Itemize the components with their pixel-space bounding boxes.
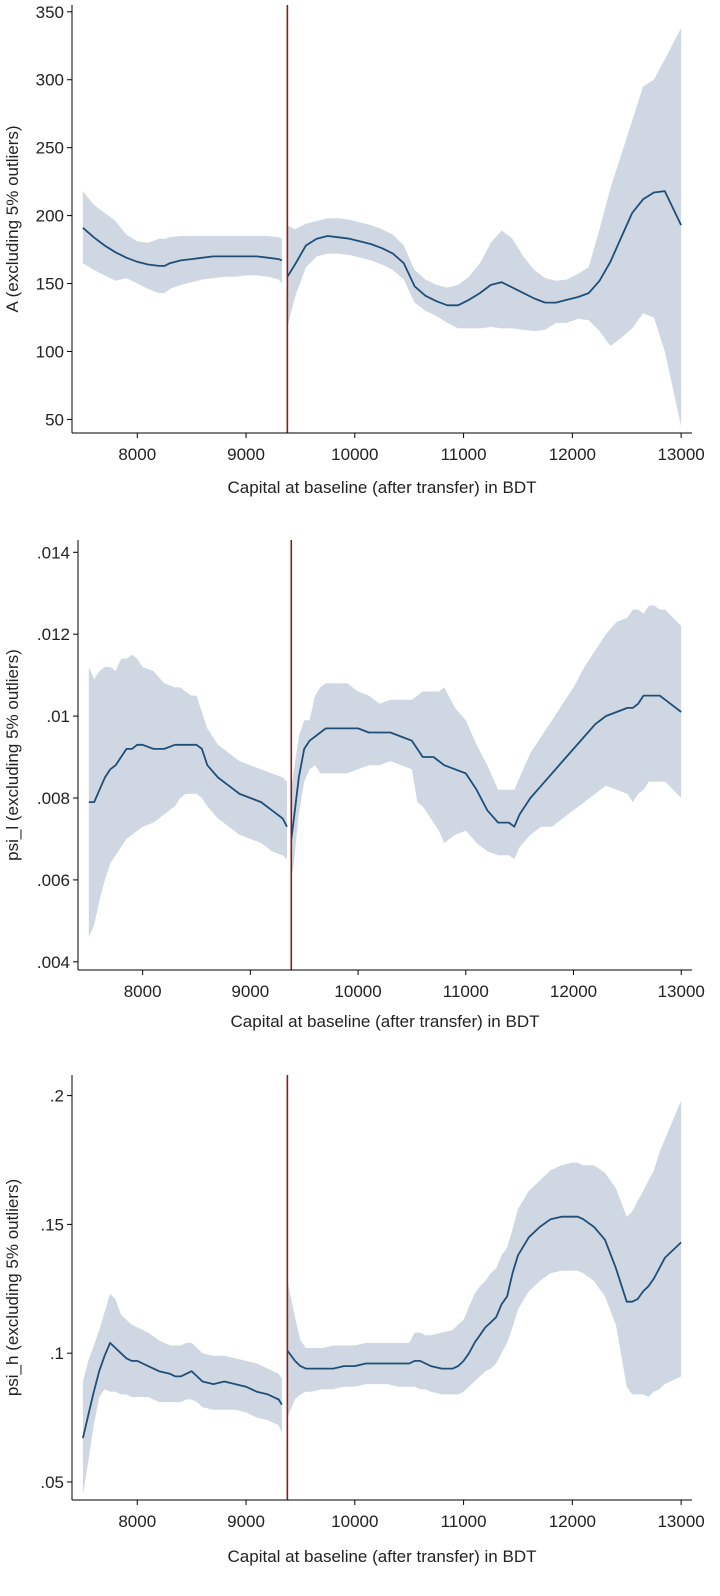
fitted-line-segment-1 — [88, 743, 288, 828]
x-tick-label: 11000 — [441, 445, 487, 464]
x-tick-label: 11000 — [443, 982, 489, 1001]
confidence-band-segment-2 — [287, 1100, 682, 1418]
x-tick-label: 12000 — [549, 1512, 596, 1531]
y-tick-label: .014 — [37, 543, 70, 562]
x-tick-label: 10000 — [334, 982, 381, 1001]
y-tick-label: 100 — [36, 342, 64, 361]
x-tick-label: 9000 — [227, 1512, 265, 1531]
y-tick-label: .004 — [37, 953, 70, 972]
y-tick-label: 350 — [36, 3, 64, 22]
x-tick-label: 13000 — [657, 1512, 704, 1531]
y-axis-label: psi_l (excluding 5% outliers) — [3, 649, 22, 861]
y-tick-label: .012 — [37, 625, 70, 644]
x-axis-label: Capital at baseline (after transfer) in … — [228, 478, 537, 497]
x-tick-labels: 8000 9000 10000 11000 12000 13000 — [118, 445, 704, 464]
y-tick-label: .15 — [40, 1215, 64, 1234]
y-axis-label: psi_h (excluding 5% outliers) — [3, 1179, 22, 1396]
x-tick-label: 8000 — [124, 982, 162, 1001]
x-axis-label: Capital at baseline (after transfer) in … — [231, 1012, 540, 1031]
x-tick-labels: 8000 9000 10000 11000 12000 13000 — [124, 982, 705, 1001]
y-tick-label: .008 — [37, 789, 70, 808]
y-tick-label: .01 — [46, 707, 70, 726]
axes-layer — [67, 5, 692, 438]
y-tick-label: 250 — [36, 139, 64, 158]
y-tick-labels: 50 100 150 200 250 300 350 — [36, 3, 64, 430]
y-tick-label: 150 — [36, 275, 64, 294]
x-tick-label: 8000 — [118, 1512, 156, 1531]
x-tick-label: 11000 — [441, 1512, 487, 1531]
y-tick-label: .05 — [40, 1473, 64, 1492]
fitted-line-segment-2 — [286, 1215, 682, 1370]
x-tick-label: 12000 — [550, 982, 597, 1001]
confidence-band-segment-2 — [287, 28, 682, 427]
fitted-line-segment-1 — [82, 227, 283, 267]
x-tick-label: 13000 — [658, 982, 705, 1001]
y-tick-label: .006 — [37, 871, 70, 890]
fitted-line-layer — [82, 190, 682, 307]
y-tick-label: 50 — [45, 410, 64, 429]
x-tick-labels: 8000 9000 10000 11000 12000 13000 — [118, 1512, 704, 1531]
y-tick-labels: .05 .1 .15 .2 — [40, 1087, 64, 1492]
x-tick-label: 13000 — [657, 445, 704, 464]
confidence-band-segment-1 — [88, 654, 287, 938]
confidence-band-layer — [82, 28, 682, 427]
fitted-line-layer — [82, 1215, 682, 1439]
fitted-line-segment-2 — [286, 190, 682, 307]
confidence-band-segment-1 — [82, 191, 282, 294]
y-axis-label: A (excluding 5% outliers) — [3, 125, 22, 312]
y-tick-label: .1 — [50, 1344, 64, 1363]
y-tick-label: 200 — [36, 207, 64, 226]
x-tick-label: 10000 — [331, 445, 378, 464]
x-tick-label: 8000 — [118, 445, 156, 464]
x-axis-label: Capital at baseline (after transfer) in … — [228, 1547, 537, 1566]
x-tick-label: 12000 — [549, 445, 596, 464]
fitted-line-segment-2 — [290, 694, 682, 840]
axes-layer — [67, 1075, 692, 1505]
y-tick-labels: .004 .006 .008 .01 .012 .014 — [37, 543, 70, 972]
confidence-band-segment-1 — [82, 1293, 282, 1495]
fitted-line-layer — [88, 694, 682, 840]
panel-psi-l: .004 .006 .008 .01 .012 .014 8000 9000 10000 110… — [3, 540, 705, 1031]
confidence-band-segment-2 — [291, 605, 682, 876]
x-tick-label: 10000 — [331, 1512, 378, 1531]
x-tick-label: 9000 — [231, 982, 269, 1001]
panel-psi-h: .05.1.15.2 8000 9000 10000 11000 12000 13000 … — [3, 1075, 705, 1566]
y-tick-label: 300 — [36, 71, 64, 90]
panel-a: 50 100 150 200 250 300 350 8000 9000 10000 11000 1… — [3, 3, 705, 497]
axes-layer — [73, 540, 692, 975]
y-tick-label: .2 — [50, 1087, 64, 1106]
fitted-line-segment-1 — [82, 1342, 283, 1439]
confidence-band-layer — [82, 1100, 682, 1495]
x-tick-label: 9000 — [227, 445, 265, 464]
confidence-band-layer — [88, 605, 682, 938]
